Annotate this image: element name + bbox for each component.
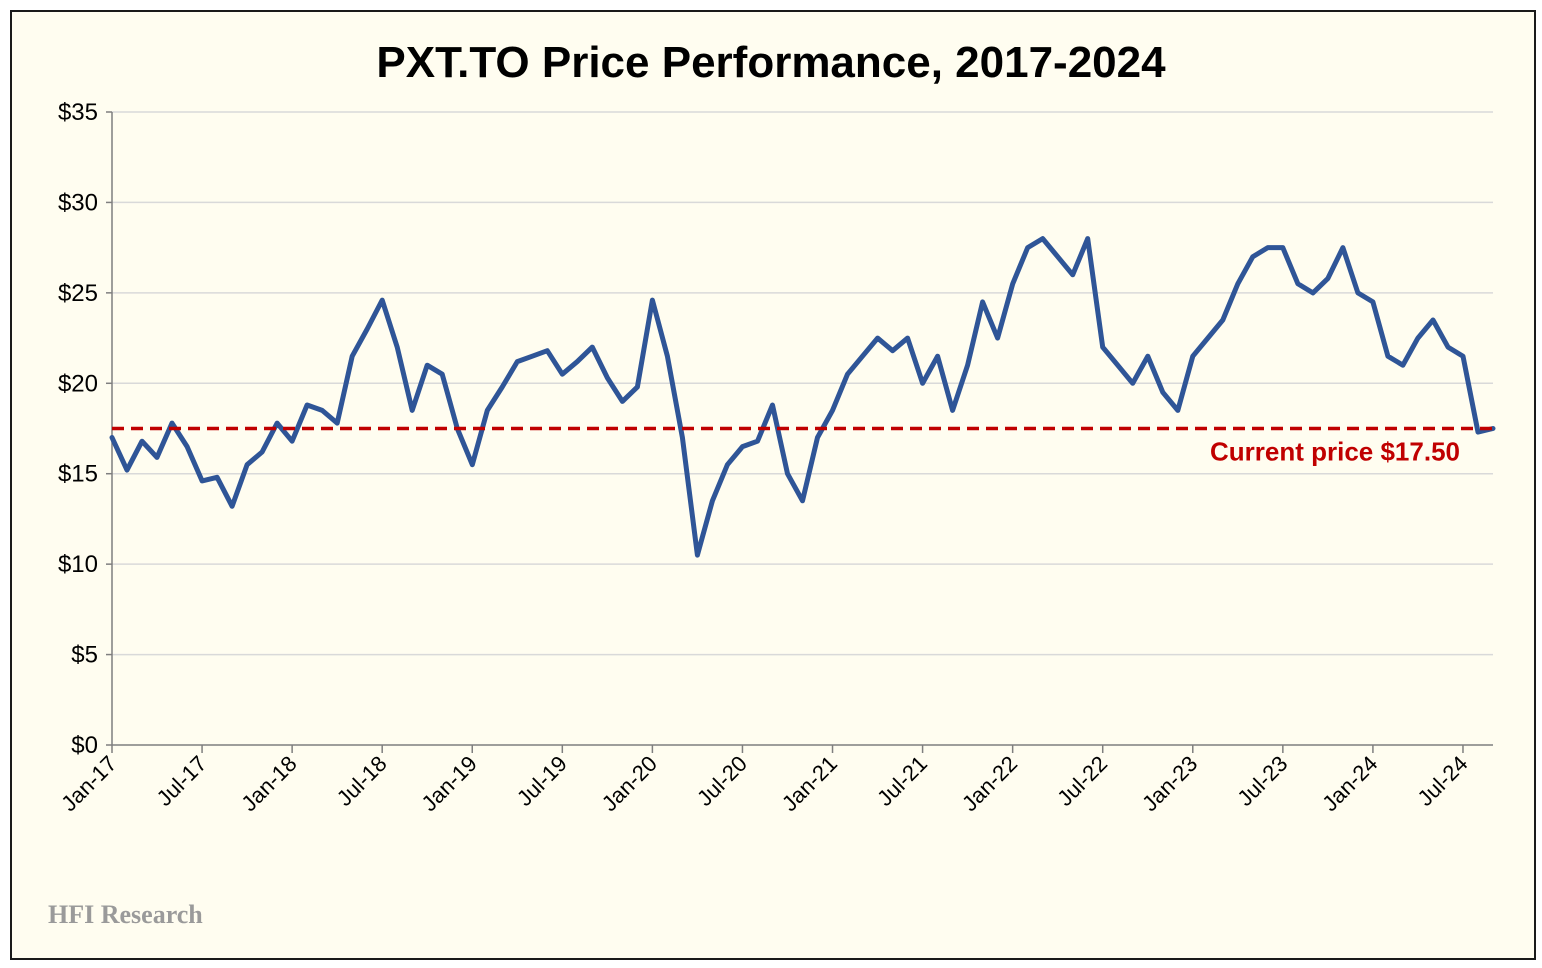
series-layer (109, 236, 1496, 558)
x-tick-label: Jan-23 (1137, 751, 1202, 816)
x-tick-label: Jul-19 (512, 751, 572, 811)
y-tick-label: $20 (58, 370, 98, 397)
x-tick-label: Jan-22 (957, 751, 1022, 816)
current-price-label: Current price $17.50 (1210, 437, 1460, 467)
x-tick-label: Jan-20 (597, 751, 662, 816)
x-tick-label: Jul-24 (1412, 751, 1472, 811)
x-tick-label: Jul-22 (1052, 751, 1112, 811)
x-tick-label: Jul-17 (152, 751, 212, 811)
x-tick-label: Jul-18 (332, 751, 392, 811)
y-tick-label: $25 (58, 280, 98, 307)
y-tick-label: $10 (58, 551, 98, 578)
chart-frame (10, 10, 1536, 960)
gridlines (112, 111, 1493, 656)
y-tick-label: $0 (71, 732, 98, 759)
x-tick-label: Jul-23 (1232, 751, 1292, 811)
chart-title: PXT.TO Price Performance, 2017-2024 (376, 38, 1166, 87)
watermark: HFI Research (48, 900, 203, 929)
x-tick-label: Jan-17 (56, 751, 121, 816)
y-tick-label: $30 (58, 189, 98, 216)
x-tick-label: Jan-18 (236, 751, 301, 816)
x-axis-ticks: Jan-17 Jul-17 Jan-18 Jul-18 Jan-19 Jul-19 Jan-… (56, 745, 1473, 816)
x-tick-label: Jan-19 (417, 751, 482, 816)
x-tick-label: Jul-20 (692, 751, 752, 811)
x-tick-label: Jan-21 (777, 751, 842, 816)
y-axis-ticks: $0 $5 $10 $15 $20 $25 $30 $35 (58, 99, 112, 759)
y-tick-label: $5 (71, 642, 98, 669)
price-series-line (109, 236, 1496, 558)
x-tick-label: Jul-21 (872, 751, 932, 811)
y-tick-label: $35 (58, 99, 98, 126)
x-tick-label: Jan-24 (1317, 751, 1382, 816)
y-tick-label: $15 (58, 461, 98, 488)
